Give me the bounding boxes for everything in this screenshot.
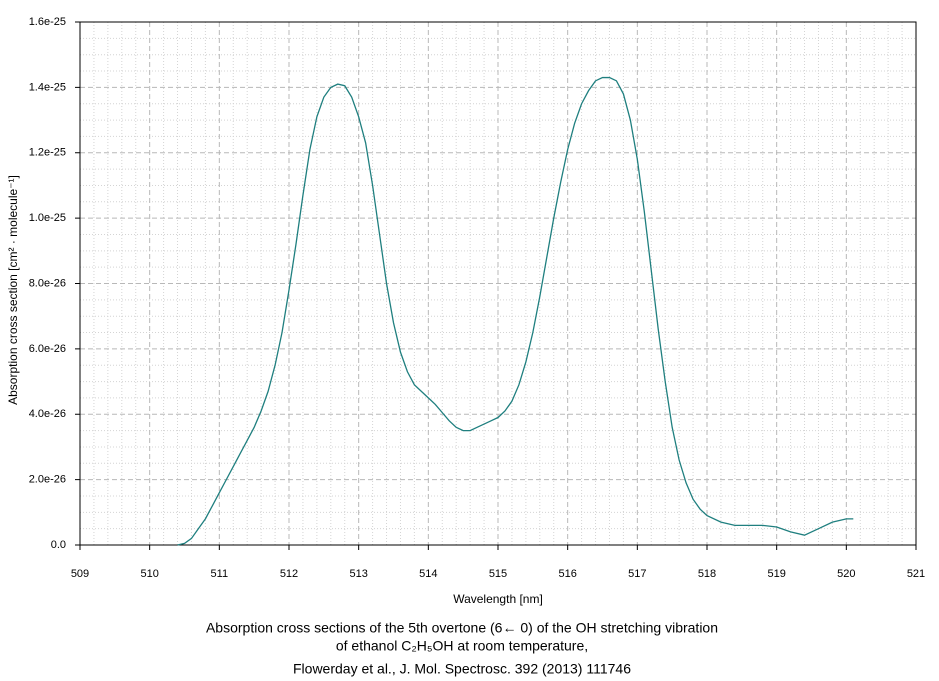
x-tick-label: 519	[767, 568, 785, 580]
spectrum-line	[177, 76, 854, 546]
x-tick-label: 516	[558, 568, 576, 580]
y-tick-label: 4.0e-26	[29, 408, 66, 420]
y-tick-label: 1.6e-25	[29, 16, 66, 28]
x-tick-label: 521	[907, 568, 925, 580]
x-tick-label: 513	[349, 568, 367, 580]
y-tick-label: 2.0e-26	[29, 474, 66, 486]
caption: Flowerday et al., J. Mol. Spectrosc. 392…	[293, 661, 631, 677]
x-tick-label: 512	[280, 568, 298, 580]
plot-frame	[79, 21, 917, 546]
caption: of ethanol C₂H₅OH at room temperature,	[336, 638, 588, 654]
x-tick-label: 511	[211, 568, 229, 580]
x-tick-label: 510	[140, 568, 158, 580]
y-tick-label: 1.0e-25	[29, 212, 66, 224]
x-tick-label: 509	[71, 568, 89, 580]
y-axis-label: Absorption cross section [cm² · molecule…	[6, 175, 20, 405]
x-tick-label: 515	[489, 568, 507, 580]
y-tick-label: 8.0e-26	[29, 277, 66, 289]
x-tick-label: 517	[628, 568, 646, 580]
caption: Absorption cross sections of the 5th ove…	[206, 620, 718, 636]
y-tick-label: 0.0	[51, 539, 66, 551]
y-tick-label: 6.0e-26	[29, 343, 66, 355]
x-tick-label: 514	[419, 568, 437, 580]
x-axis-label: Wavelength [nm]	[453, 592, 543, 606]
y-tick-label: 1.4e-25	[29, 81, 66, 93]
x-tick-label: 520	[837, 568, 855, 580]
y-tick-label: 1.2e-25	[29, 147, 66, 159]
x-tick-label: 518	[698, 568, 716, 580]
